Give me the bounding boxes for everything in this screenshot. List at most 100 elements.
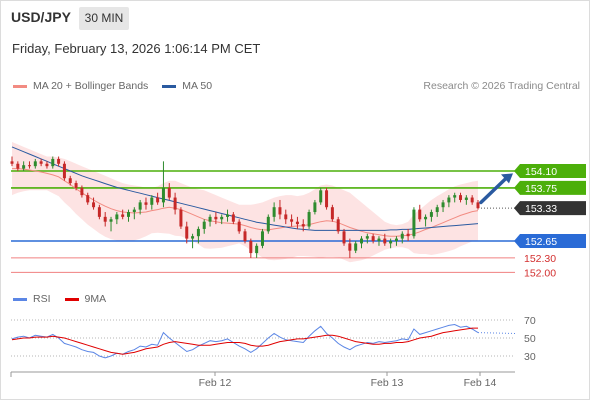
candle-body [132, 209, 136, 213]
candle-body [68, 178, 72, 184]
candle-body [196, 228, 200, 237]
level-tag-152.65 [514, 234, 586, 248]
datetime-label: Friday, February 13, 2026 1:06:14 PM CET [12, 41, 261, 56]
legend-bollinger-label: MA 20 + Bollinger Bands [33, 80, 149, 92]
candle-body [342, 231, 346, 244]
legend-ma9-label: 9MA [84, 293, 107, 305]
legend-rsi-label: RSI [33, 293, 51, 305]
candle-body [400, 233, 404, 239]
level-tag-154.10 [514, 164, 586, 178]
x-tick-label: Feb 13 [371, 377, 404, 389]
main-legend: MA 20 + Bollinger Bands MA 50 [13, 80, 212, 92]
candle-body [295, 221, 299, 225]
candle-body [435, 207, 439, 213]
candle-body [97, 207, 101, 217]
rsi-projection-line [477, 332, 516, 334]
current-price-tag [514, 201, 586, 216]
candle-body [255, 245, 259, 254]
candle-body [249, 241, 253, 254]
candle-body [10, 161, 14, 164]
candle-body [16, 163, 20, 169]
candle-body [464, 197, 468, 200]
candle-body [103, 216, 107, 222]
candle-body [319, 190, 323, 203]
candle-body [127, 212, 130, 217]
level-label-153.75: 153.75 [525, 183, 557, 195]
rsi-tick-label: 50 [524, 333, 536, 345]
candle-body [179, 209, 183, 227]
bollinger-band-area [12, 142, 478, 263]
level-label-152.65: 152.65 [525, 236, 557, 248]
candle-body [214, 216, 218, 220]
candle-body [51, 158, 55, 167]
candle-body [266, 216, 270, 232]
candle-body [33, 161, 37, 167]
candle-body [336, 219, 340, 232]
candle-body [325, 190, 329, 208]
candle-body [138, 202, 142, 210]
candle-body [412, 209, 416, 237]
candle-body [476, 202, 480, 209]
ma9-swatch-icon [64, 297, 79, 301]
candle-body [453, 195, 457, 198]
candle-body [74, 183, 78, 188]
candle-body [470, 197, 474, 203]
candle-body [167, 187, 171, 198]
x-tick-label: Feb 12 [199, 377, 232, 389]
candle-body [301, 224, 305, 227]
candle-body [389, 241, 393, 244]
level-label-152.30: 152.30 [524, 253, 556, 265]
legend-ma50-label: MA 50 [182, 80, 213, 92]
candle-body [22, 165, 26, 169]
candle-body [406, 233, 410, 237]
candle-body [144, 202, 148, 205]
copyright-text: Research © 2026 Trading Central [423, 80, 580, 92]
bollinger-swatch-icon [13, 84, 27, 88]
candle-body [62, 163, 66, 179]
candle-body [459, 195, 463, 200]
candle-body [220, 216, 224, 220]
candle-body [377, 238, 381, 241]
rsi-ma9-line [11, 327, 478, 355]
candle-body [45, 163, 49, 167]
candle-body [447, 197, 451, 203]
candle-body [260, 231, 264, 246]
candle-body [354, 243, 358, 251]
rsi-tick-label: 70 [524, 315, 536, 327]
candle-body [57, 158, 61, 164]
candle-body [202, 221, 206, 229]
candle-body [272, 207, 276, 217]
rsi-legend: RSI 9MA [13, 293, 106, 305]
candle-body [208, 216, 212, 222]
candle-body [313, 202, 317, 213]
candle-body [284, 214, 288, 220]
level-label-154.10: 154.10 [525, 166, 557, 178]
candle-body [278, 207, 282, 215]
candle-body [150, 197, 154, 205]
timeframe-button[interactable]: 30 MIN [79, 7, 129, 30]
candle-body [307, 212, 311, 227]
candle-body [156, 197, 160, 203]
current-price-label: 153.33 [525, 203, 557, 215]
ma50-swatch-icon [162, 84, 177, 88]
candle-body [231, 214, 235, 222]
candle-body [27, 165, 31, 167]
candle-body [441, 202, 445, 208]
candle-body [185, 226, 189, 239]
candle-body [365, 236, 369, 239]
rsi-swatch-icon [13, 297, 27, 301]
symbol-label: USD/JPY [11, 9, 71, 25]
candle-body [371, 236, 375, 241]
forecast-arrowhead-icon [501, 173, 513, 184]
rsi-tick-label: 30 [524, 351, 536, 363]
candle-body [115, 214, 119, 220]
rsi-line [11, 323, 479, 359]
candle-body [173, 197, 177, 210]
x-tick-label: Feb 14 [464, 377, 497, 389]
candle-body [394, 238, 398, 241]
candle-body [348, 243, 352, 251]
candle-body [360, 238, 363, 244]
candle-body [191, 236, 195, 239]
candle-body [80, 187, 84, 196]
